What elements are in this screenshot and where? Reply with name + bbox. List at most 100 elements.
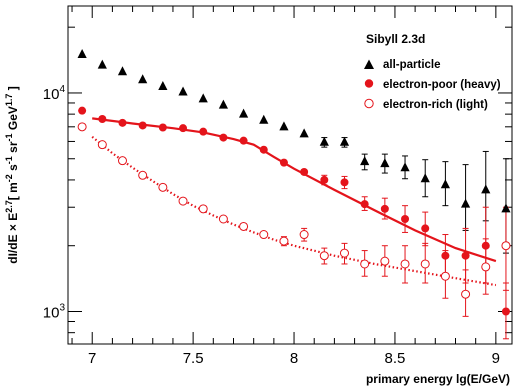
data-point-light bbox=[360, 259, 370, 269]
y-tick-labels: 103 104 bbox=[43, 84, 66, 322]
y-axis-title-bracket-close: ] bbox=[6, 86, 20, 93]
data-point-heavy bbox=[239, 136, 248, 145]
data-point-heavy bbox=[501, 307, 510, 316]
data-point-all-particle bbox=[279, 121, 289, 131]
data-point-heavy bbox=[199, 127, 208, 136]
data-point-light bbox=[380, 256, 390, 266]
data-point-heavy bbox=[179, 124, 188, 133]
x-tick-label: 7 bbox=[88, 350, 96, 367]
data-point-heavy bbox=[138, 121, 147, 130]
data-point-light bbox=[97, 140, 107, 150]
data-point-all-particle bbox=[218, 99, 228, 109]
data-point-light bbox=[77, 122, 87, 132]
data-point-light bbox=[158, 182, 168, 192]
data-point-all-particle bbox=[117, 66, 128, 76]
y-axis-title-gev: GeV bbox=[6, 106, 20, 133]
data-point-all-particle bbox=[420, 173, 430, 183]
data-point-all-particle bbox=[440, 179, 450, 189]
legend-marker-all-particle bbox=[364, 59, 374, 69]
legend-label-all-particle: all-particle bbox=[383, 59, 441, 71]
data-point-heavy bbox=[300, 167, 309, 176]
data-point-light bbox=[481, 262, 491, 272]
fit-curve-heavy bbox=[92, 117, 497, 263]
plot-frame bbox=[67, 5, 513, 345]
y-axis-title-s-exp: -1 bbox=[4, 156, 14, 164]
data-markers bbox=[77, 48, 511, 316]
data-point-light bbox=[420, 259, 430, 269]
x-tick-label: 9 bbox=[492, 350, 500, 367]
data-point-all-particle bbox=[77, 48, 87, 58]
data-point-all-particle bbox=[339, 136, 350, 146]
data-point-light bbox=[218, 214, 228, 224]
data-point-light bbox=[198, 204, 208, 214]
data-point-heavy bbox=[78, 106, 87, 115]
x-tick-label: 8.5 bbox=[385, 350, 406, 367]
y-tick-label: 104 bbox=[43, 84, 66, 103]
data-point-heavy bbox=[158, 123, 167, 132]
data-point-light bbox=[440, 271, 450, 281]
axis-ticks bbox=[68, 6, 512, 344]
data-point-all-particle bbox=[238, 108, 249, 118]
data-point-all-particle bbox=[178, 86, 188, 96]
data-point-all-particle bbox=[138, 74, 148, 84]
data-point-all-particle bbox=[299, 128, 309, 138]
legend-marker-heavy bbox=[364, 79, 374, 88]
data-point-light bbox=[299, 230, 309, 240]
data-point-light bbox=[178, 196, 188, 206]
data-point-heavy bbox=[219, 133, 228, 142]
error-bars bbox=[280, 137, 509, 340]
data-point-heavy bbox=[360, 200, 369, 209]
legend: Sibyll 2.3d all-particle electron-poor (… bbox=[364, 32, 501, 111]
legend-label-light: electron-rich (light) bbox=[383, 99, 488, 111]
data-point-all-particle bbox=[97, 59, 107, 69]
data-point-light bbox=[279, 236, 289, 246]
data-point-light bbox=[239, 221, 249, 231]
x-axis-title: primary energy lg(E/GeV) bbox=[366, 372, 510, 386]
data-point-heavy bbox=[481, 241, 490, 250]
data-point-heavy bbox=[279, 158, 288, 167]
data-point-heavy bbox=[461, 251, 470, 260]
data-point-all-particle bbox=[198, 93, 208, 103]
y-axis-title-m-exp: -2 bbox=[4, 174, 14, 182]
y-axis-title-sr-exp: -1 bbox=[4, 133, 14, 141]
y-axis-title: dI/dE × E2.7[ m-2 s-1 sr-1 GeV1.7 ] bbox=[4, 86, 20, 264]
data-point-all-particle bbox=[158, 81, 168, 91]
data-point-heavy bbox=[118, 118, 127, 127]
data-point-all-particle bbox=[460, 198, 471, 208]
data-point-heavy bbox=[340, 178, 349, 187]
data-point-heavy bbox=[98, 115, 107, 124]
data-point-light bbox=[339, 248, 349, 258]
x-tick-labels: 7 7.5 8 8.5 9 bbox=[88, 350, 500, 367]
data-point-all-particle bbox=[481, 184, 491, 194]
legend-marker-light bbox=[364, 98, 374, 109]
data-point-heavy bbox=[380, 204, 389, 213]
legend-title: Sibyll 2.3d bbox=[366, 32, 425, 46]
data-point-all-particle bbox=[501, 203, 511, 213]
legend-label-heavy: electron-poor (heavy) bbox=[383, 79, 501, 91]
data-point-light bbox=[259, 230, 269, 240]
fit-curves bbox=[91, 117, 497, 287]
data-point-light bbox=[461, 289, 471, 299]
data-point-light bbox=[400, 259, 410, 269]
data-point-light bbox=[117, 156, 127, 166]
data-point-all-particle bbox=[360, 156, 370, 166]
data-point-light bbox=[319, 251, 329, 261]
y-axis-title-lhs: dI/dE × E bbox=[6, 213, 20, 264]
data-point-heavy bbox=[259, 145, 268, 154]
y-axis-title-bracket-open: [ m bbox=[6, 182, 20, 200]
data-point-light bbox=[138, 170, 148, 180]
y-axis-title-s: s bbox=[6, 164, 20, 174]
data-point-all-particle bbox=[319, 136, 329, 146]
y-axis-title-sr: sr bbox=[6, 141, 20, 156]
data-point-all-particle bbox=[380, 158, 390, 168]
x-tick-label: 7.5 bbox=[183, 350, 204, 367]
data-point-heavy bbox=[401, 215, 410, 224]
data-point-all-particle bbox=[259, 114, 269, 124]
x-tick-label: 8 bbox=[290, 350, 298, 367]
y-tick-label: 103 bbox=[43, 302, 66, 321]
data-point-heavy bbox=[320, 175, 329, 184]
data-point-all-particle bbox=[400, 162, 410, 172]
y-axis-title-gev-exp: 1.7 bbox=[4, 94, 14, 107]
fit-curve-light bbox=[91, 135, 497, 287]
